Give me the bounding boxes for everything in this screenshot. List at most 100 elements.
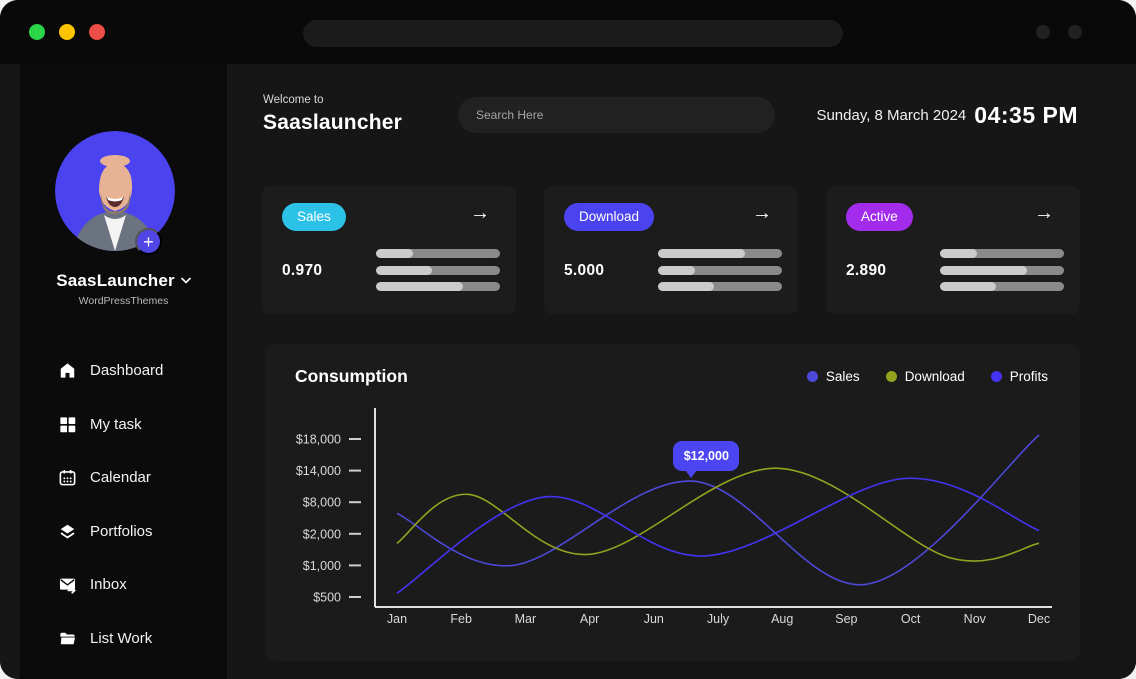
sidebar-item-label: My task — [90, 415, 142, 433]
legend-label: Profits — [1009, 369, 1048, 384]
avatar-image — [55, 131, 175, 251]
traffic-light-green-icon[interactable] — [29, 24, 45, 40]
home-icon — [58, 361, 77, 380]
x-tick-label: Nov — [964, 612, 987, 626]
legend-label: Download — [904, 369, 965, 384]
x-tick-label: Oct — [901, 612, 921, 626]
progress-bar — [940, 265, 1064, 275]
sidebar-item-dashboard[interactable]: Dashboard — [20, 344, 227, 398]
progress-bar — [658, 249, 782, 258]
sales-badge[interactable]: Sales — [282, 203, 346, 231]
y-tick-label: $14,000 — [296, 464, 341, 478]
welcome-text: Welcome to — [263, 94, 324, 106]
stat-value: 0.970 — [282, 262, 323, 279]
profile-subtitle: WordPressThemes — [78, 295, 169, 307]
legend-dot-icon — [885, 371, 897, 382]
stat-card-active: Active → 2.890 — [826, 186, 1080, 314]
progress-bar-fill — [940, 265, 1027, 275]
y-tick-label: $2,000 — [303, 527, 341, 541]
y-tick-label: $8,000 — [303, 496, 341, 510]
stat-bars — [658, 249, 782, 299]
sidebar-menu: Dashboard My task Calendar Portfolios — [20, 344, 227, 665]
profile-name[interactable]: SaasLauncher — [20, 269, 227, 291]
download-badge[interactable]: Download — [564, 203, 655, 231]
calendar-icon — [58, 468, 77, 487]
progress-bar-fill — [376, 282, 463, 291]
progress-bar — [940, 249, 1064, 258]
x-tick-label: Dec — [1028, 612, 1050, 626]
stat-bars — [940, 249, 1064, 299]
date-label: Sunday, 8 March 2024 — [816, 107, 967, 124]
arrow-right-icon[interactable]: → — [1034, 202, 1054, 224]
progress-bar — [940, 282, 1064, 291]
progress-bar-fill — [376, 249, 414, 258]
progress-bar-fill — [658, 249, 745, 258]
progress-bar — [658, 282, 782, 291]
x-tick-label: Aug — [771, 612, 793, 626]
sidebar-item-label: Inbox — [90, 576, 127, 594]
legend-dot-icon — [806, 371, 818, 382]
x-tick-label: Jun — [644, 612, 664, 626]
add-account-button[interactable]: + — [135, 228, 162, 255]
progress-bar — [658, 265, 782, 275]
chart-legend: Sales Download Profits — [806, 369, 1048, 384]
sidebar-item-inbox[interactable]: Inbox — [20, 558, 227, 612]
sidebar-item-my-task[interactable]: My task — [20, 398, 227, 452]
chevron-down-icon — [181, 269, 191, 289]
page-title: Saaslauncher — [263, 111, 402, 134]
progress-bar-fill — [658, 265, 696, 275]
arrow-right-icon[interactable]: → — [470, 202, 490, 224]
arrow-right-icon[interactable]: → — [752, 202, 772, 224]
y-tick-label: $500 — [313, 591, 341, 605]
chart-tooltip: $12,000 — [673, 441, 740, 479]
stat-value: 5.000 — [564, 262, 605, 279]
sidebar: + SaasLauncher WordPressThemes Dashboard… — [20, 64, 227, 679]
address-bar[interactable] — [303, 20, 843, 47]
legend-item-download[interactable]: Download — [885, 369, 965, 384]
sidebar-item-label: Dashboard — [90, 362, 164, 380]
inbox-icon — [58, 575, 77, 594]
y-tick-label: $1,000 — [303, 559, 341, 573]
avatar[interactable] — [55, 131, 175, 251]
legend-item-profits[interactable]: Profits — [990, 369, 1048, 384]
progress-bar-fill — [376, 265, 432, 275]
progress-bar-fill — [658, 282, 714, 291]
legend-dot-icon — [990, 371, 1002, 382]
grid-icon — [58, 415, 77, 434]
window-control-dot-icon[interactable] — [1068, 25, 1082, 39]
sidebar-item-label: Calendar — [90, 469, 151, 487]
traffic-light-red-icon[interactable] — [89, 24, 105, 40]
search-input[interactable] — [458, 97, 775, 133]
legend-label: Sales — [825, 369, 860, 384]
stat-value: 2.890 — [846, 262, 887, 279]
time-label: 04:35 PM — [974, 102, 1078, 128]
series-line-profits — [396, 477, 1040, 594]
stat-card-download: Download → 5.000 — [544, 186, 798, 314]
x-tick-label: Feb — [450, 612, 472, 626]
datetime: Sunday, 8 March 2024 04:35 PM — [816, 102, 1078, 129]
layers-icon — [58, 522, 77, 541]
x-tick-label: July — [707, 612, 730, 626]
x-tick-label: Sep — [835, 612, 857, 626]
line-chart: $18,000 $14,000 $8,000 $2,000 $1,000 $500 Jan F… — [296, 408, 1052, 626]
series-line-sales — [396, 434, 1040, 586]
active-badge[interactable]: Active — [846, 203, 913, 231]
sidebar-item-label: List Work — [90, 629, 153, 647]
legend-item-sales[interactable]: Sales — [806, 369, 860, 384]
window-control-dot-icon[interactable] — [1036, 25, 1050, 39]
consumption-chart-panel: Consumption Sales Download Profits $18,000… — [265, 344, 1080, 661]
sidebar-item-calendar[interactable]: Calendar — [20, 451, 227, 505]
x-tick-label: Apr — [580, 612, 599, 626]
progress-bar — [376, 265, 500, 275]
traffic-light-yellow-icon[interactable] — [59, 24, 75, 40]
sidebar-item-list-work[interactable]: List Work — [20, 612, 227, 666]
progress-bar — [376, 249, 500, 258]
main-content: Welcome to Saaslauncher Sunday, 8 March … — [227, 64, 1136, 679]
folder-icon — [58, 629, 77, 648]
y-tick-label: $18,000 — [296, 433, 341, 447]
progress-bar-fill — [940, 249, 978, 258]
chart-title: Consumption — [295, 366, 408, 386]
sidebar-item-portfolios[interactable]: Portfolios — [20, 505, 227, 559]
browser-topbar — [0, 0, 1136, 64]
